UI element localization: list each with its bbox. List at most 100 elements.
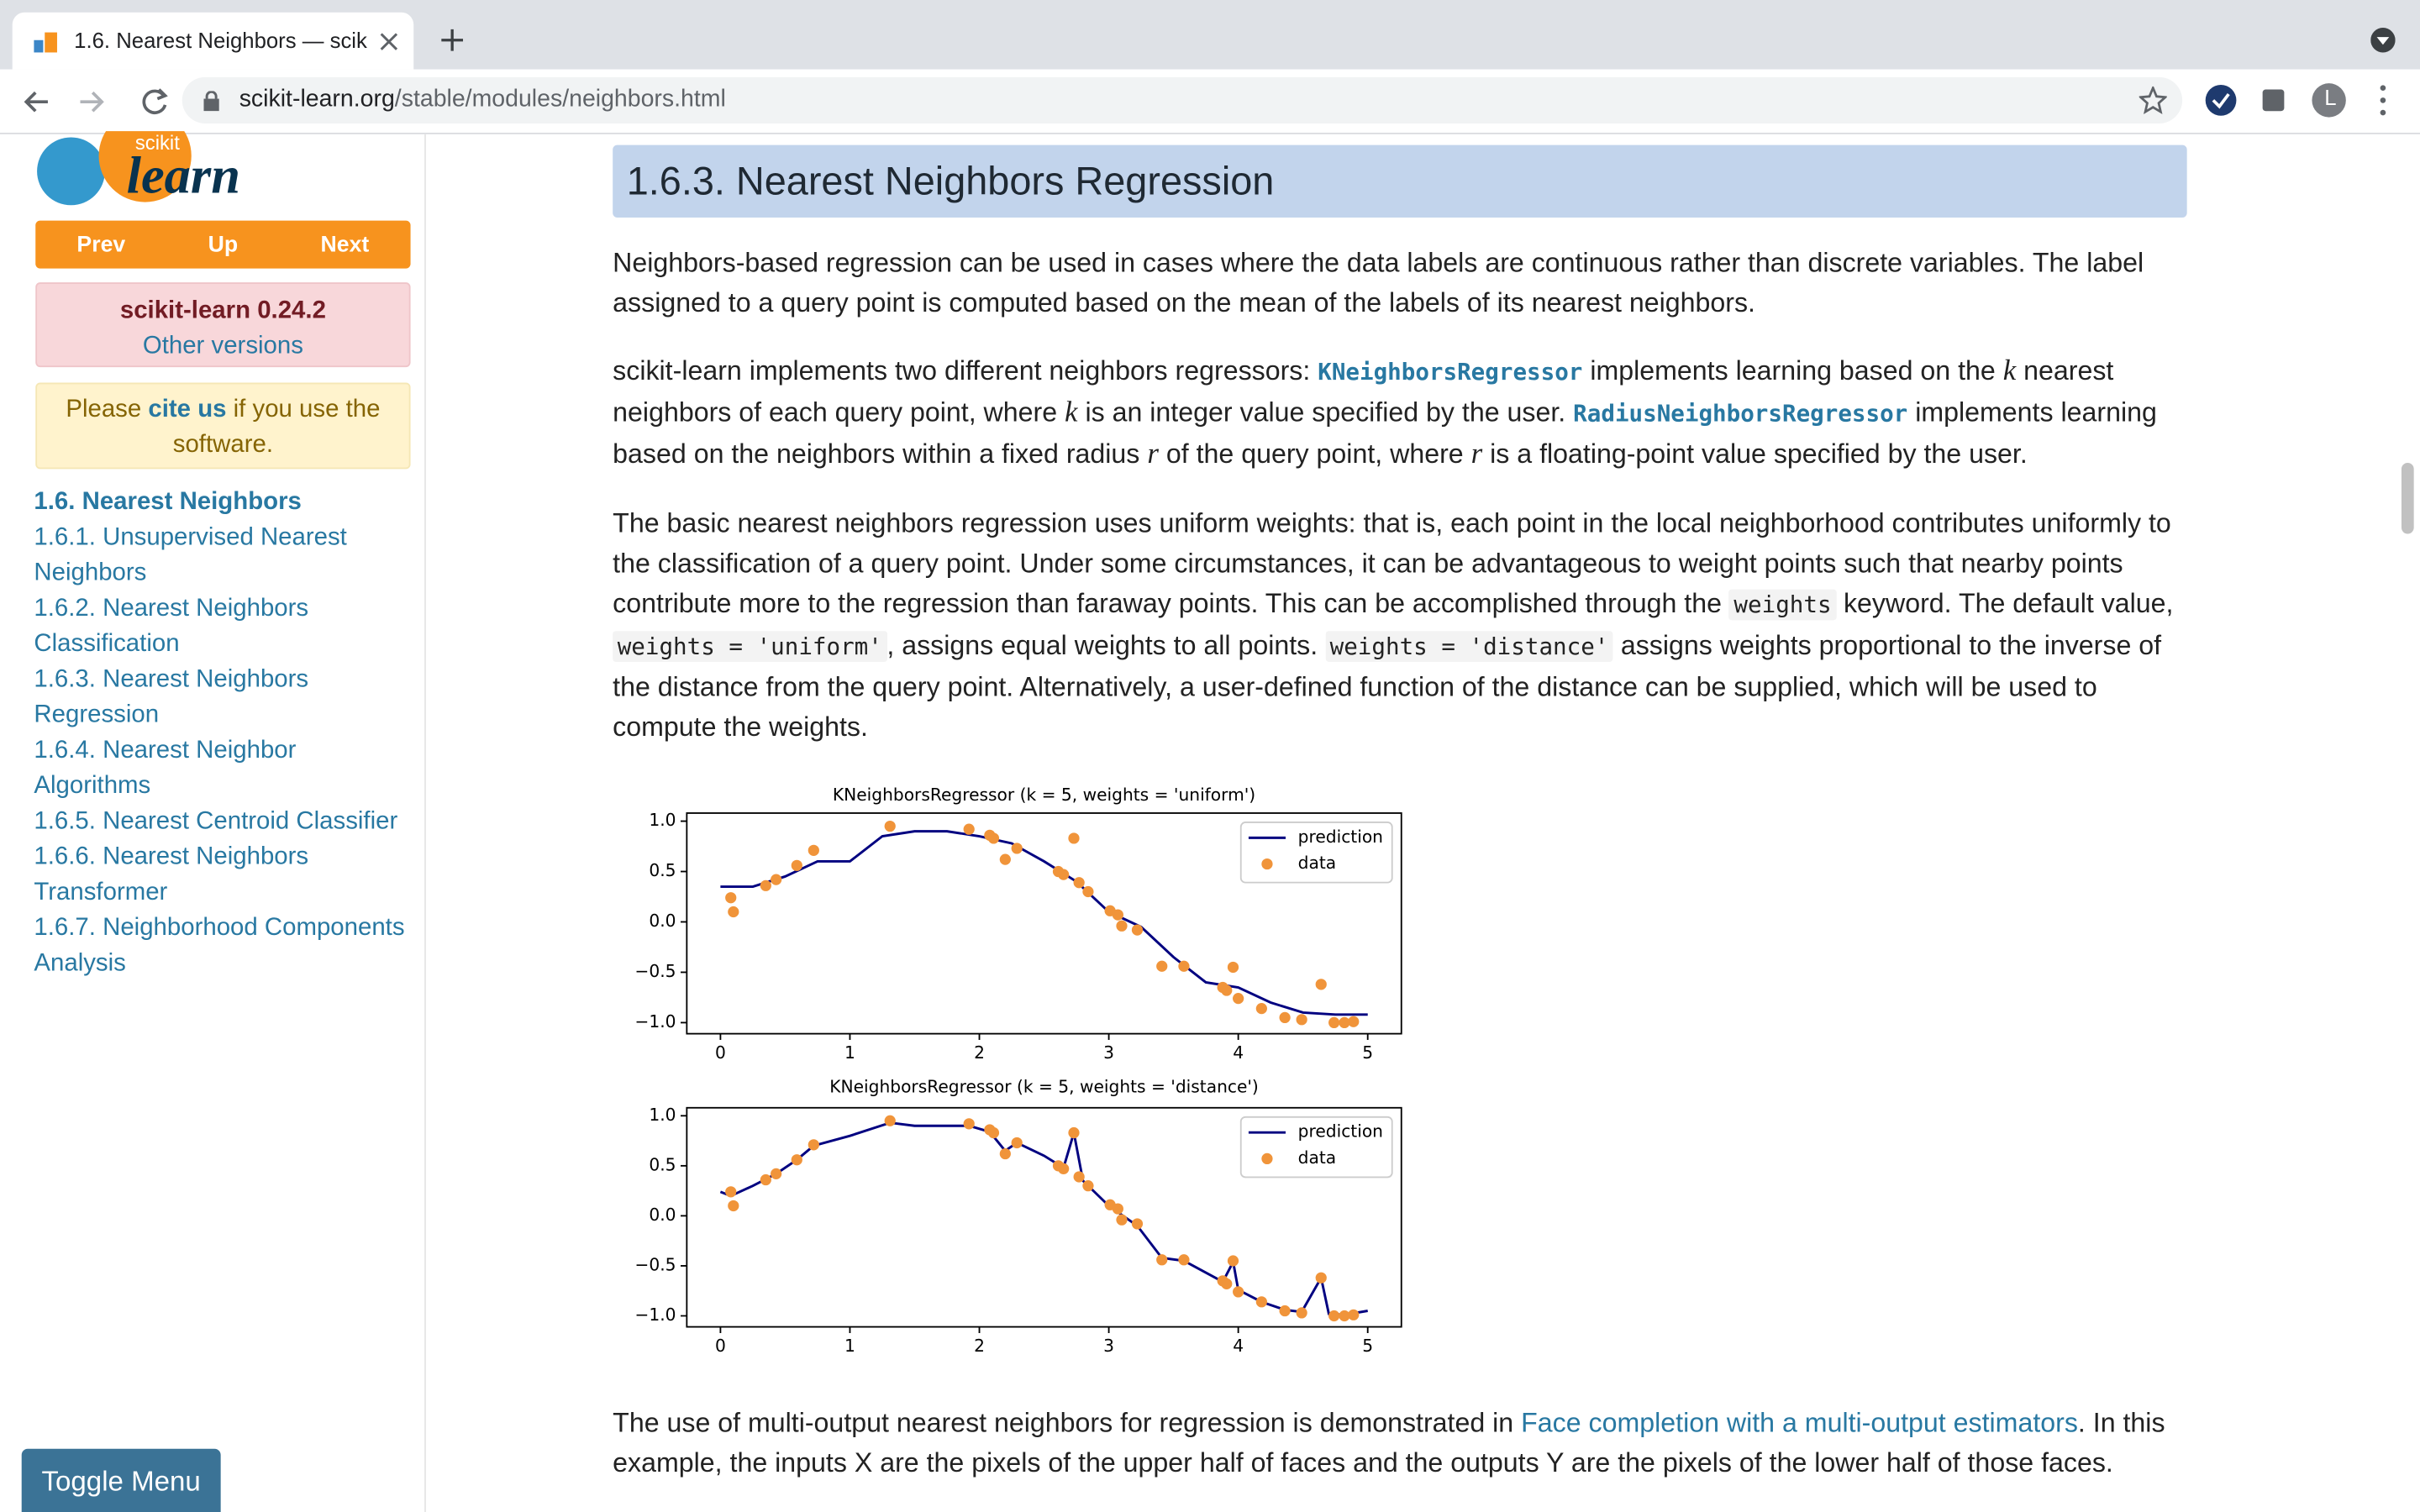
data-point <box>1328 1310 1340 1322</box>
legend-swatch <box>1261 858 1273 870</box>
sidebar: scikit learn Prev Up Next scikit-learn 0.24… <box>0 131 426 1512</box>
x-tick-label: 3 <box>1103 1336 1114 1356</box>
x-tick-label: 0 <box>715 1042 726 1063</box>
text: keyword. The default value, <box>1836 587 2174 619</box>
legend-label: prediction <box>1298 827 1383 847</box>
version: scikit-learn 0.24.2 <box>119 297 326 324</box>
legend-label: data <box>1298 1147 1336 1168</box>
toggle-menu[interactable]: Toggle Menu <box>21 1448 221 1512</box>
chart: KNeighborsRegressor (k = 5, weights = 'u… <box>634 785 1402 1063</box>
legend-label: data <box>1298 853 1336 873</box>
data-point <box>1255 1003 1267 1015</box>
text: , assigns equal weights to all points. <box>886 629 1326 661</box>
link[interactable]: Face completion with a multi-output esti… <box>1521 1407 2078 1438</box>
data-point <box>808 844 819 856</box>
extensions[interactable] <box>2204 81 2405 122</box>
cite-link[interactable]: cite us <box>148 396 227 423</box>
nav-button[interactable]: Prev <box>76 232 126 257</box>
text: Neighbors-based regression can be used i… <box>613 246 2144 318</box>
nav-icons[interactable] <box>22 87 176 118</box>
paragraph: Neighbors-based regression can be used i… <box>613 242 2186 323</box>
data-point <box>760 879 771 891</box>
inline-code: weights = 'distance' <box>1325 631 1613 662</box>
data-point <box>963 1118 975 1130</box>
chart-title: KNeighborsRegressor (k = 5, weights = 'd… <box>829 1076 1259 1096</box>
data-point <box>999 1147 1011 1160</box>
data-point <box>1131 1218 1144 1230</box>
other-versions[interactable]: Other versions <box>142 333 303 360</box>
axes-frame <box>686 1106 1402 1328</box>
data-point <box>808 1139 819 1151</box>
bookmark-star[interactable] <box>2139 86 2167 114</box>
nav-button[interactable]: Up <box>208 232 239 257</box>
data-point <box>987 1126 1000 1139</box>
code-link[interactable]: RadiusNeighborsRegressor <box>1573 399 1908 428</box>
new-tab[interactable] <box>439 28 464 52</box>
toc-item[interactable]: 1.6.7. Neighborhood Components Analysis <box>34 915 405 977</box>
data-point <box>1116 1214 1128 1226</box>
text: The basic nearest neighbors regression u… <box>613 507 2171 619</box>
inline-code: weights = 'uniform' <box>613 631 887 662</box>
y-tick-label: 0.0 <box>649 1205 676 1225</box>
data-point <box>884 1115 896 1126</box>
text: nearest neighbors of each query point, w… <box>613 354 2114 428</box>
logo-big: learn <box>127 146 240 205</box>
data-point <box>1233 993 1244 1005</box>
close-tab[interactable] <box>378 31 400 53</box>
data-point <box>1131 924 1144 936</box>
nav-button[interactable]: Next <box>320 232 370 257</box>
chart: KNeighborsRegressor (k = 5, weights = 'd… <box>634 1076 1402 1356</box>
paragraph: scikit-learn implements two different ne… <box>613 350 2186 475</box>
data-point <box>1227 1255 1239 1267</box>
tab-bar: 1.6. Nearest Neighbors — scikit <box>0 0 2420 70</box>
y-tick-label: 0.0 <box>649 911 676 931</box>
data-point <box>1068 832 1080 844</box>
prediction-line <box>720 830 1368 1016</box>
toc-item[interactable]: 1.6.6. Nearest Neighbors Transformer <box>34 843 309 906</box>
scrollbar[interactable] <box>2401 463 2414 534</box>
lock-icon <box>203 91 219 112</box>
y-tick-label: −0.5 <box>634 1254 676 1274</box>
data-point <box>1255 1296 1267 1308</box>
x-tick-label: 5 <box>1362 1042 1373 1063</box>
toolbar: scikit-learn.org/stable/modules/neighbor… <box>0 69 2420 134</box>
toc-item[interactable]: 1.6.3. Nearest Neighbors Regression <box>34 666 309 728</box>
toc-item[interactable]: 1.6.2. Nearest Neighbors Classification <box>34 595 309 658</box>
tab-title: 1.6. Nearest Neighbors — scikit <box>74 28 368 53</box>
y-tick-label: −0.5 <box>634 961 676 981</box>
data-point <box>1296 1014 1307 1026</box>
address-bar[interactable]: scikit-learn.org/stable/modules/neighbor… <box>182 76 2183 123</box>
cite-text: Please <box>66 396 149 423</box>
tab-menu[interactable] <box>2370 28 2396 53</box>
y-tick-label: 0.5 <box>649 1154 676 1174</box>
favicon <box>34 32 57 53</box>
data-point <box>760 1173 771 1186</box>
profile-initial: L <box>2324 85 2337 110</box>
x-tick-label: 1 <box>844 1042 855 1063</box>
x-tick-label: 4 <box>1233 1042 1244 1063</box>
math: k <box>2002 354 2017 388</box>
data-point <box>1068 1126 1080 1139</box>
toc-item[interactable]: 1.6.4. Nearest Neighbor Algorithms <box>34 737 297 800</box>
y-tick-label: 0.5 <box>649 860 676 880</box>
x-tick-label: 4 <box>1233 1336 1244 1356</box>
data-point <box>1315 979 1327 990</box>
data-point <box>728 1200 739 1212</box>
data-point <box>1058 869 1070 880</box>
nav-buttons: Prev Up Next <box>35 220 411 269</box>
code-link[interactable]: KNeighborsRegressor <box>1318 358 1583 386</box>
math: k <box>1065 396 1078 429</box>
version-box: scikit-learn 0.24.2 Other versions <box>35 282 411 368</box>
toc-item[interactable]: 1.6.5. Nearest Centroid Classifier <box>34 808 398 835</box>
toc-item[interactable]: 1.6.1. Unsupervised Nearest Neighbors <box>34 524 347 586</box>
data-point <box>1116 920 1128 932</box>
text: implements learning based on the <box>1582 354 2003 386</box>
toc-item[interactable]: 1.6. Nearest Neighbors <box>34 489 302 516</box>
data-point <box>771 1168 782 1179</box>
x-tick-label: 2 <box>974 1042 985 1063</box>
tab[interactable]: 1.6. Nearest Neighbors — scikit <box>12 12 414 70</box>
text: is an integer value specified by the use… <box>1077 396 1574 428</box>
x-tick-label: 2 <box>974 1336 985 1356</box>
text: assigns weights proportional to the inve… <box>613 629 2162 743</box>
